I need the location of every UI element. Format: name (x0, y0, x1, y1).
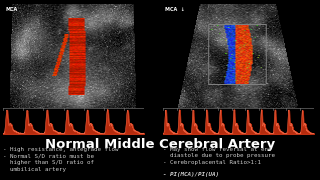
Text: Normal Middle Cerebral Artery: Normal Middle Cerebral Artery (45, 138, 275, 151)
Text: - PI(MCA)/PI(UA): - PI(MCA)/PI(UA) (163, 172, 219, 177)
Text: - May show flow reversal at end
  diastole due to probe pressure
- Cerebroplacen: - May show flow reversal at end diastole… (163, 147, 275, 165)
Text: - High resistance, antegrade flow
- Normal S/D ratio must be
  higher than S/D r: - High resistance, antegrade flow - Norm… (3, 147, 119, 172)
